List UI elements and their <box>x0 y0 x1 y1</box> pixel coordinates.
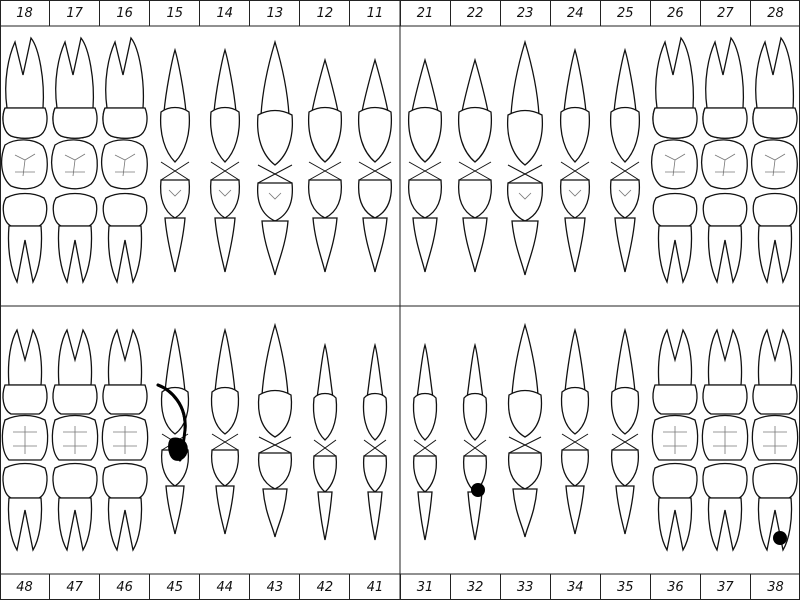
tooth-number-26: 26 <box>651 0 701 26</box>
tooth-number-48: 48 <box>0 574 51 600</box>
tooth-number-13: 13 <box>250 0 301 26</box>
tooth-34 <box>560 327 590 535</box>
tooth-31 <box>412 342 438 541</box>
tooth-number-31: 31 <box>401 574 451 600</box>
tooth-43 <box>257 322 293 538</box>
tooth-number-14: 14 <box>200 0 251 26</box>
tooth-47 <box>51 328 99 552</box>
tooth-number-34: 34 <box>551 574 601 600</box>
tooth-number-16: 16 <box>100 0 151 26</box>
tooth-number-28: 28 <box>767 5 784 21</box>
tooth-number-17: 17 <box>50 0 101 26</box>
tooth-38 <box>751 328 799 552</box>
tooth-number-11: 11 <box>350 0 401 26</box>
tooth-number-27: 27 <box>701 0 751 26</box>
tooth-26 <box>650 36 698 285</box>
annotation-marks <box>156 383 787 545</box>
tooth-number-33: 33 <box>501 574 551 600</box>
tooth-number-12: 12 <box>300 0 351 26</box>
tooth-number-37: 37 <box>701 574 751 600</box>
tooth-35 <box>610 327 640 535</box>
tooth-13 <box>256 39 294 276</box>
upper-tooth-number-row: 18 17 16 15 14 13 12 11 21 22 23 24 25 26 27 28 <box>0 0 800 26</box>
tooth-48 <box>1 328 49 552</box>
mark-dot-32 <box>471 483 485 497</box>
mark-dot-38 <box>773 531 787 545</box>
tooth-33 <box>507 322 543 538</box>
lower-tooth-number-row: 48 47 46 45 44 43 42 41 31 32 33 34 35 36 37 38 <box>0 574 800 600</box>
tooth-number-21: 21 <box>401 0 451 26</box>
tooth-36 <box>651 328 699 552</box>
teeth-drawings <box>0 36 799 552</box>
tooth-14 <box>209 47 241 273</box>
tooth-41 <box>362 342 388 541</box>
tooth-24 <box>559 47 591 273</box>
tooth-number-24: 24 <box>551 0 601 26</box>
tooth-number-25: 25 <box>601 0 651 26</box>
tooth-25 <box>609 47 641 273</box>
tooth-number-42: 42 <box>300 574 351 600</box>
tooth-37 <box>701 328 749 552</box>
tooth-17 <box>50 36 98 285</box>
tooth-number-35: 35 <box>601 574 651 600</box>
tooth-11 <box>357 57 393 273</box>
tooth-44 <box>210 327 240 535</box>
tooth-number-45: 45 <box>150 574 201 600</box>
tooth-22 <box>457 57 493 273</box>
tooth-27 <box>700 36 748 285</box>
tooth-18 <box>0 36 48 285</box>
tooth-12 <box>307 57 343 273</box>
tooth-number-18: 18 <box>0 0 51 26</box>
tooth-15 <box>159 47 191 273</box>
tooth-number-15: 15 <box>150 0 201 26</box>
tooth-number-36: 36 <box>651 574 701 600</box>
tooth-23 <box>506 39 544 276</box>
tooth-number-43: 43 <box>250 574 301 600</box>
tooth-number-23: 23 <box>501 0 551 26</box>
tooth-number-32: 32 <box>451 574 501 600</box>
tooth-number-47: 47 <box>50 574 101 600</box>
tooth-28 <box>750 36 798 285</box>
tooth-16 <box>100 36 148 285</box>
tooth-number-38: 38 <box>767 579 784 595</box>
tooth-number-46: 46 <box>100 574 151 600</box>
tooth-number-41: 41 <box>350 574 401 600</box>
mark-blob-45 <box>168 437 188 461</box>
tooth-46 <box>101 328 149 552</box>
tooth-42 <box>312 342 338 541</box>
tooth-number-22: 22 <box>451 0 501 26</box>
tooth-45 <box>160 327 190 535</box>
tooth-number-44: 44 <box>200 574 251 600</box>
tooth-21 <box>407 57 443 273</box>
tooth-32 <box>462 342 488 541</box>
